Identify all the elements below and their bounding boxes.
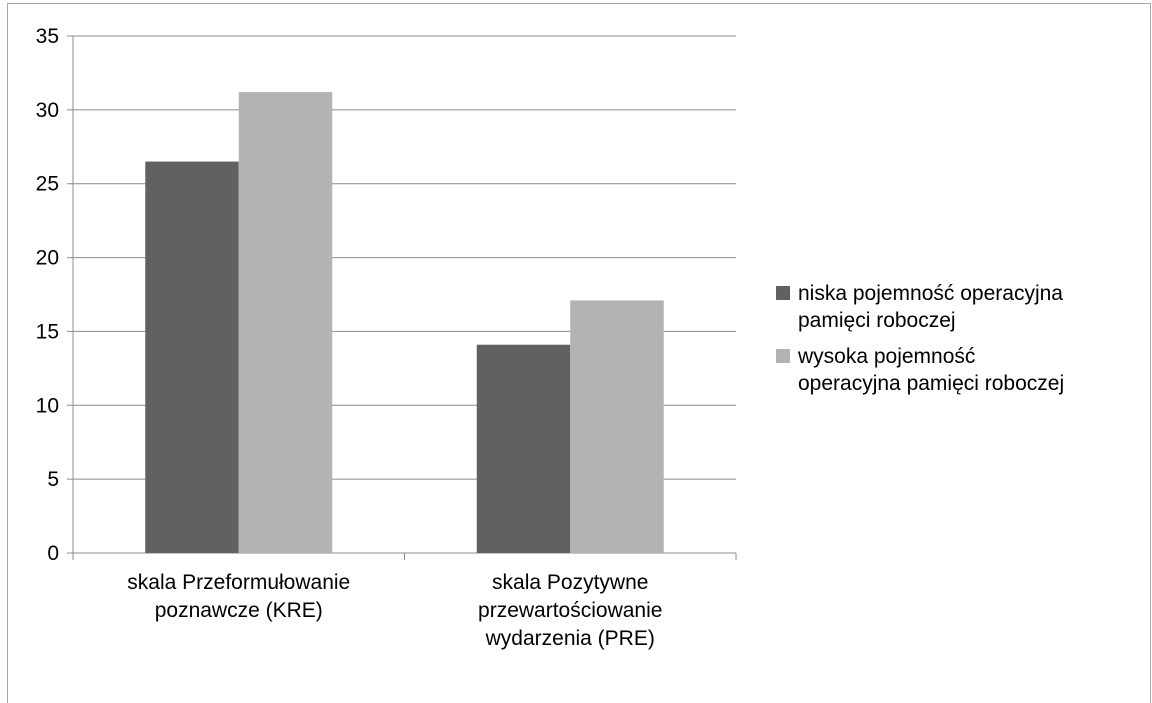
legend-label-high: wysoka pojemność operacyjna pamięci robo… [798, 345, 1065, 395]
x-tick-label-pre: skala Pozytywne przewartościowanie wydar… [478, 571, 663, 650]
y-tick-label: 35 [36, 25, 59, 48]
x-tick-label-kre: skala Przeformułowanie poznawcze (KRE) [127, 571, 351, 622]
y-tick-label: 25 [36, 173, 59, 196]
y-tick-label: 15 [36, 320, 59, 343]
chart-frame [7, 3, 1151, 703]
y-tick-label: 5 [47, 468, 59, 491]
y-tick-label: 20 [36, 247, 59, 270]
legend-swatch-low [776, 286, 790, 300]
legend-item-high: wysoka pojemność operacyjna pamięci robo… [776, 343, 1146, 397]
legend-item-low: niska pojemność operacyjna pamięci roboc… [776, 280, 1146, 334]
legend: niska pojemność operacyjna pamięci roboc… [776, 280, 1146, 406]
legend-swatch-high [776, 349, 790, 363]
bar [570, 300, 664, 553]
y-tick-label: 10 [36, 394, 59, 417]
bar [145, 161, 239, 554]
chart-plot: 0 5 10 15 20 25 30 35 [36, 25, 737, 565]
bar [476, 344, 571, 553]
y-tick-label: 30 [36, 99, 59, 122]
bar [238, 92, 333, 553]
legend-label-low: niska pojemność operacyjna pamięci roboc… [798, 282, 1063, 332]
y-tick-label: 0 [47, 542, 59, 565]
